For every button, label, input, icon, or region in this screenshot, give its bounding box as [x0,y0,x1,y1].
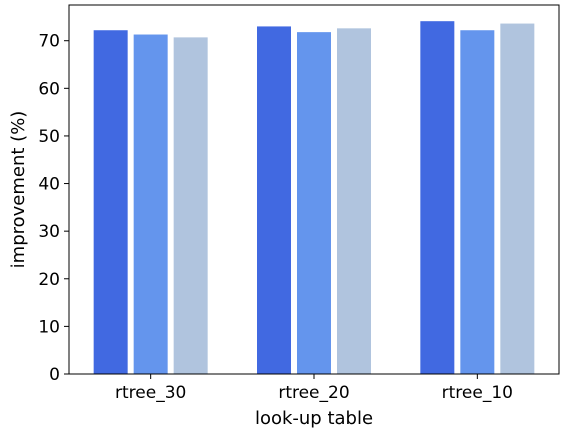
y-tick-label: 60 [38,79,60,99]
y-axis-label: improvement (%) [8,111,29,269]
y-tick-label: 70 [38,32,60,52]
x-tick-label-rtree_10: rtree_10 [442,383,513,403]
bar-rtree_30-series-2 [133,34,168,375]
plot-frame [68,4,560,375]
bar-rtree_20-series-3 [337,28,371,374]
y-tick-label: 30 [38,222,60,242]
bar-rtree_10-series-1 [420,21,455,375]
y-tick-label: 40 [38,175,60,195]
x-tick-label-rtree_20: rtree_20 [278,383,349,403]
y-tick-label: 10 [38,317,60,337]
bar-rtree_30-series-1 [93,30,128,375]
y-axis-ticks: 0 10 20 30 40 50 60 70 [38,32,69,385]
bar-rtree_10-series-3 [500,23,535,375]
y-tick-label: 20 [38,270,60,290]
bars-group [93,21,535,375]
bar-rtree_30-series-3 [173,37,208,375]
x-axis-label: look-up table [255,408,373,429]
bar-rtree_20-series-1 [257,26,291,374]
bar-rtree_20-series-2 [297,32,331,375]
y-tick-label: 0 [49,365,60,385]
bar-rtree_10-series-2 [460,30,495,375]
x-axis-ticks: rtree_30 rtree_20 rtree_10 [115,374,513,403]
x-tick-label-rtree_30: rtree_30 [115,383,186,403]
y-tick-label: 50 [38,127,60,147]
